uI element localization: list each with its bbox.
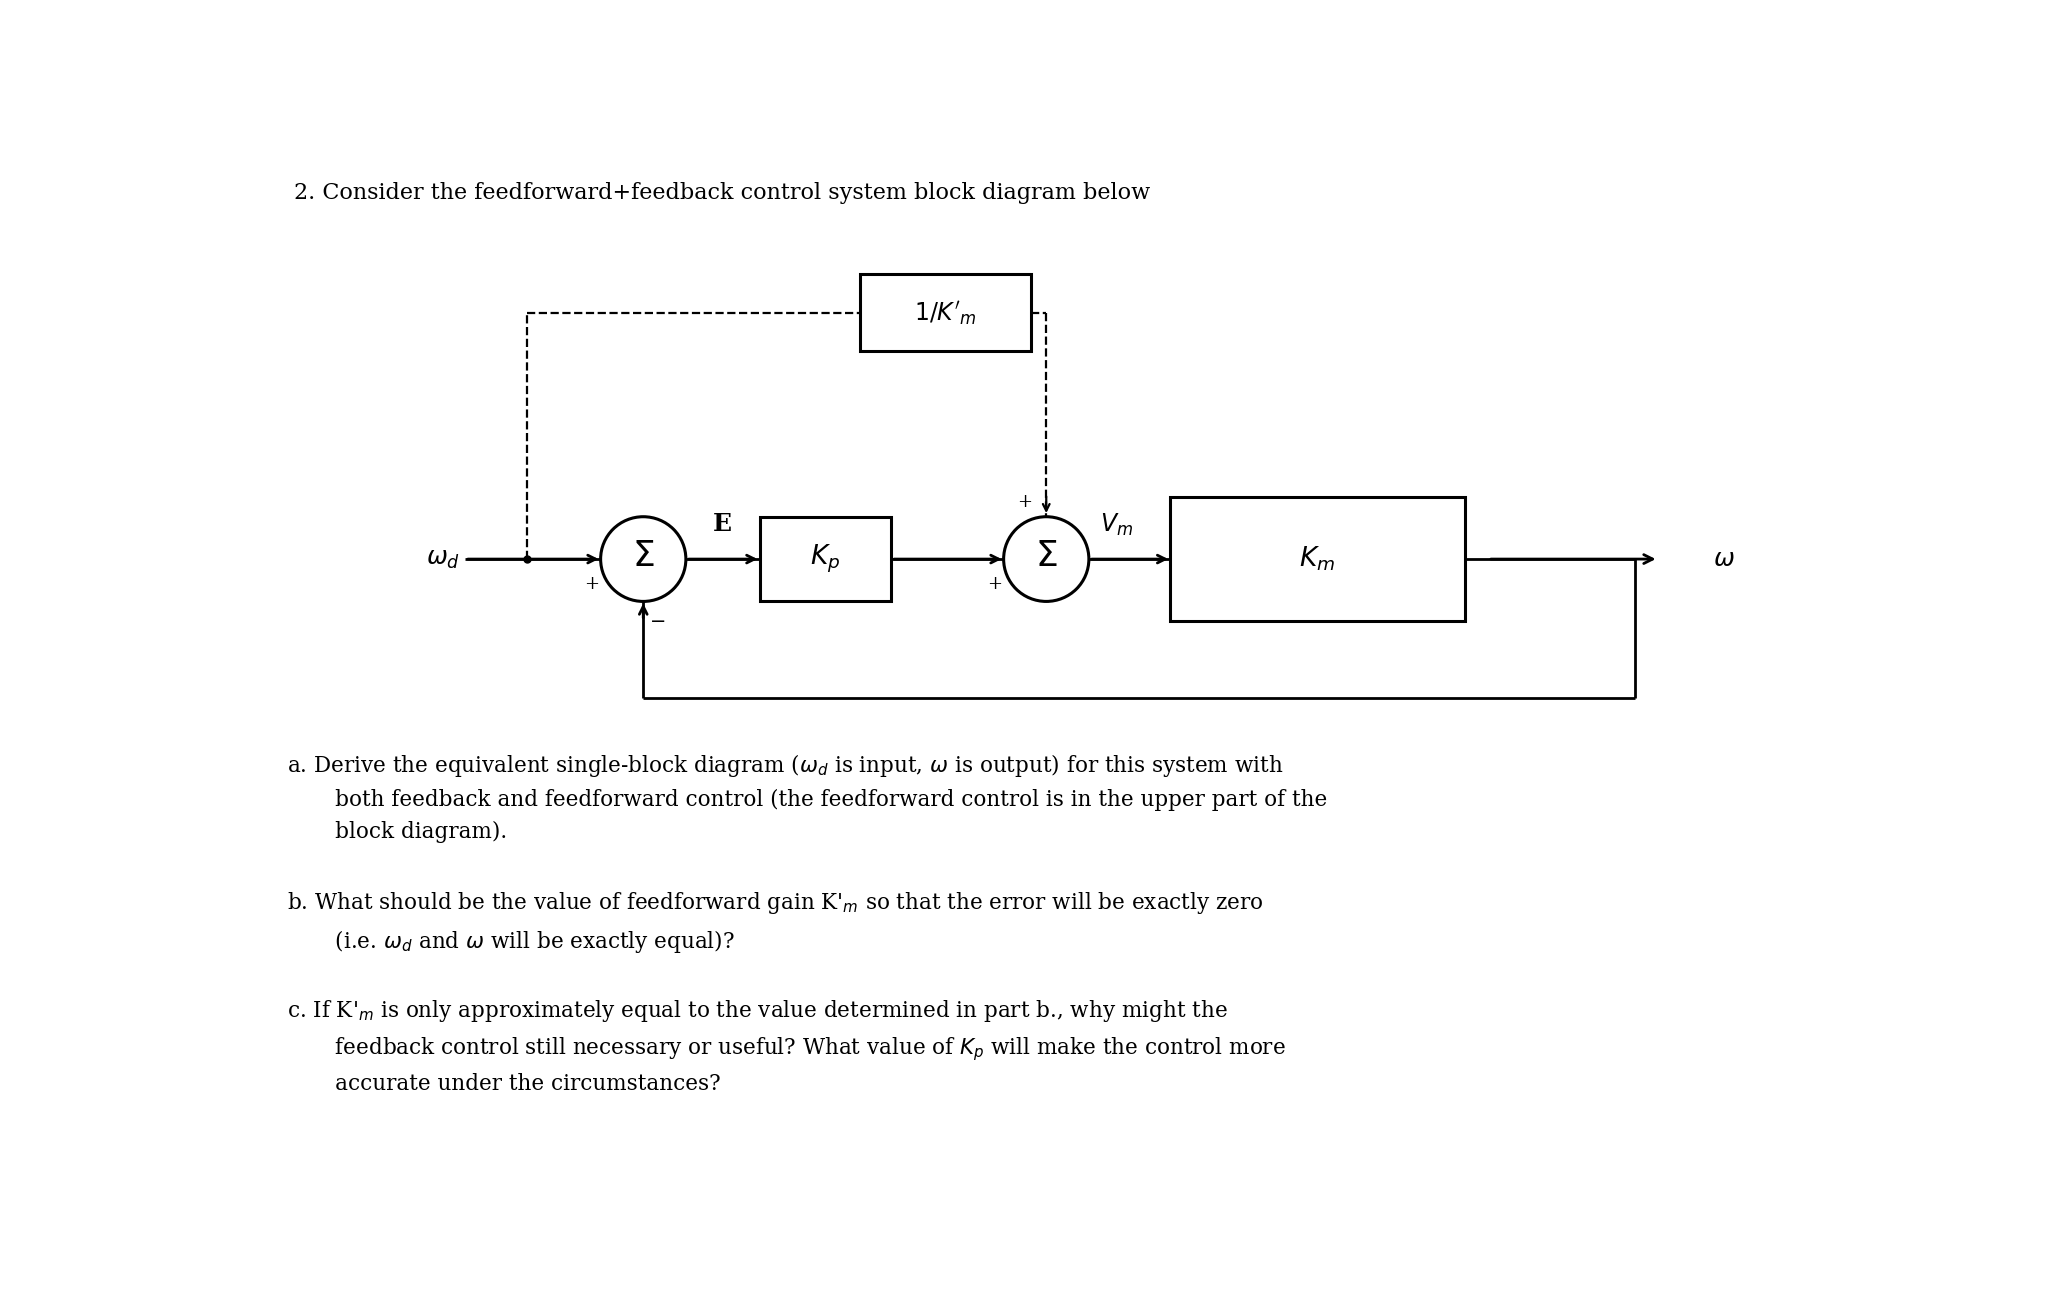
Text: +: + xyxy=(583,575,599,593)
Text: $\omega_d$: $\omega_d$ xyxy=(426,547,460,571)
Bar xyxy=(1170,498,1465,620)
Text: $\omega$: $\omega$ xyxy=(1713,547,1735,571)
Text: $1/K'_m$: $1/K'_m$ xyxy=(915,298,976,327)
Circle shape xyxy=(1005,517,1088,602)
Text: $V_m$: $V_m$ xyxy=(1101,511,1133,538)
Text: b. What should be the value of feedforward gain K$'_m$ so that the error will be: b. What should be the value of feedforwa… xyxy=(286,890,1262,955)
Text: a. Derive the equivalent single-block diagram ($\omega_d$ is input, $\omega$ is : a. Derive the equivalent single-block di… xyxy=(286,752,1328,843)
Circle shape xyxy=(602,517,685,602)
Text: E: E xyxy=(714,512,732,536)
Bar xyxy=(859,274,1031,352)
Text: $K_m$: $K_m$ xyxy=(1299,545,1336,573)
Text: $\Sigma$: $\Sigma$ xyxy=(632,539,655,573)
Text: $-$: $-$ xyxy=(649,611,665,628)
Bar xyxy=(759,517,892,602)
Text: $K_p$: $K_p$ xyxy=(810,543,841,575)
Text: 2. Consider the feedforward+feedback control system block diagram below: 2. Consider the feedforward+feedback con… xyxy=(295,182,1150,203)
Text: $\Sigma$: $\Sigma$ xyxy=(1035,539,1058,573)
Text: +: + xyxy=(986,575,1003,593)
Text: +: + xyxy=(1017,493,1031,511)
Text: c. If K$'_m$ is only approximately equal to the value determined in part b., why: c. If K$'_m$ is only approximately equal… xyxy=(286,998,1285,1096)
